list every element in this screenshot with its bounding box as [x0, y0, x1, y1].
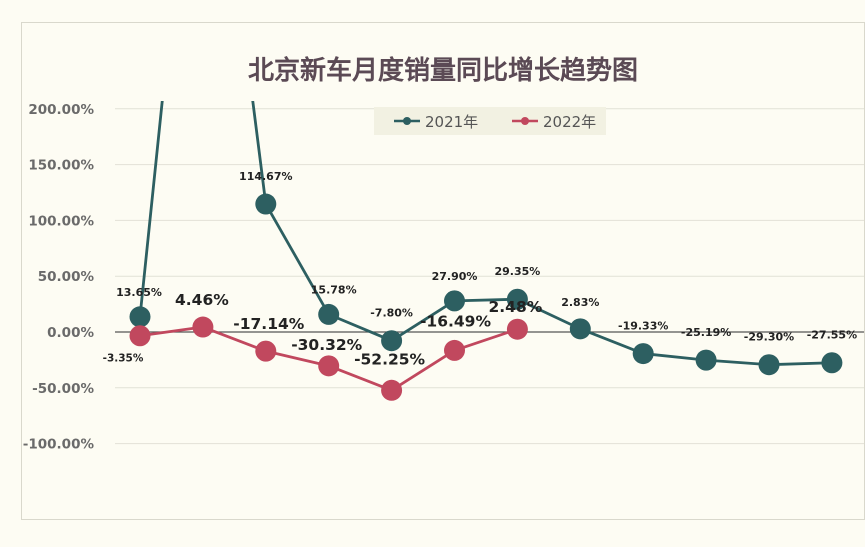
legend: 2021年 2022年 — [374, 107, 606, 135]
point-2021-3 — [255, 193, 277, 215]
data-label-2022-3: -17.14% — [233, 315, 304, 333]
data-label-2021-4: 15.78% — [311, 283, 357, 296]
y-tick-label: 100.00% — [28, 213, 94, 229]
data-label-2022-4: -30.32% — [291, 336, 362, 354]
data-label-2021-3: 114.67% — [239, 170, 292, 183]
point-2022-4 — [318, 355, 340, 377]
point-2021-4 — [318, 303, 340, 325]
chart-frame: 200.00% 150.00% 100.00% 50.00% 0.00% -50.00% -… — [21, 22, 865, 520]
point-2021-7 — [506, 288, 528, 310]
point-2022-2 — [192, 316, 214, 338]
gridlines: 200.00% 150.00% 100.00% 50.00% 0.00% -50.00% -… — [23, 102, 864, 453]
data-label-2021-5: -7.80% — [370, 307, 413, 320]
point-2022-5 — [381, 379, 403, 401]
data-label-2021-9: -19.33% — [618, 320, 668, 333]
point-2021-10 — [695, 349, 717, 371]
point-2021-5 — [381, 330, 403, 352]
series-line-2021 — [138, 101, 832, 367]
data-label-2022-7: 2.48% — [489, 298, 543, 316]
data-label-2022-6: -16.49% — [420, 312, 491, 330]
data-label-2021-12: -27.55% — [807, 329, 857, 342]
y-tick-label: 50.00% — [38, 269, 95, 285]
point-2021-9 — [632, 343, 654, 365]
data-label-2021-10: -25.19% — [681, 326, 731, 339]
point-2022-1 — [129, 325, 151, 347]
point-2021-12 — [821, 352, 843, 374]
legend-marker-2021 — [403, 117, 411, 125]
data-label-2021-6: 27.90% — [432, 270, 478, 283]
point-2021-11 — [758, 354, 780, 376]
point-2022-7 — [506, 318, 528, 340]
point-2021-1 — [129, 306, 151, 328]
data-label-2022-1: -3.35% — [103, 353, 144, 365]
y-tick-label: 150.00% — [28, 158, 94, 174]
legend-label-2022: 2022年 — [543, 113, 596, 131]
line-chart: 200.00% 150.00% 100.00% 50.00% 0.00% -50.00% -… — [23, 55, 864, 453]
data-label-2022-2: 4.46% — [175, 291, 229, 309]
data-label-2021-11: -29.30% — [744, 331, 794, 344]
point-2022-3 — [255, 340, 277, 362]
point-2021-6 — [444, 290, 465, 312]
y-tick-label: 200.00% — [28, 102, 94, 118]
legend-marker-2022 — [521, 117, 529, 125]
data-label-2021-8: 2.83% — [561, 296, 599, 309]
data-labels: 13.65% 114.67% 15.78% -7.80% 27.90% 29.35% 2.8… — [103, 170, 857, 368]
legend-label-2021: 2021年 — [425, 113, 478, 131]
y-tick-label: -50.00% — [32, 381, 94, 397]
chart-title: 北京新车月度销量同比增长趋势图 — [248, 55, 638, 86]
point-2022-6 — [444, 339, 465, 361]
series-group — [129, 101, 843, 401]
y-tick-label: -100.00% — [23, 437, 95, 453]
data-label-2021-1: 13.65% — [116, 286, 162, 299]
data-label-2021-7: 29.35% — [494, 265, 540, 278]
point-2021-8 — [569, 318, 591, 340]
data-label-2022-5: -52.25% — [354, 350, 425, 368]
y-tick-label: 0.00% — [47, 325, 94, 341]
